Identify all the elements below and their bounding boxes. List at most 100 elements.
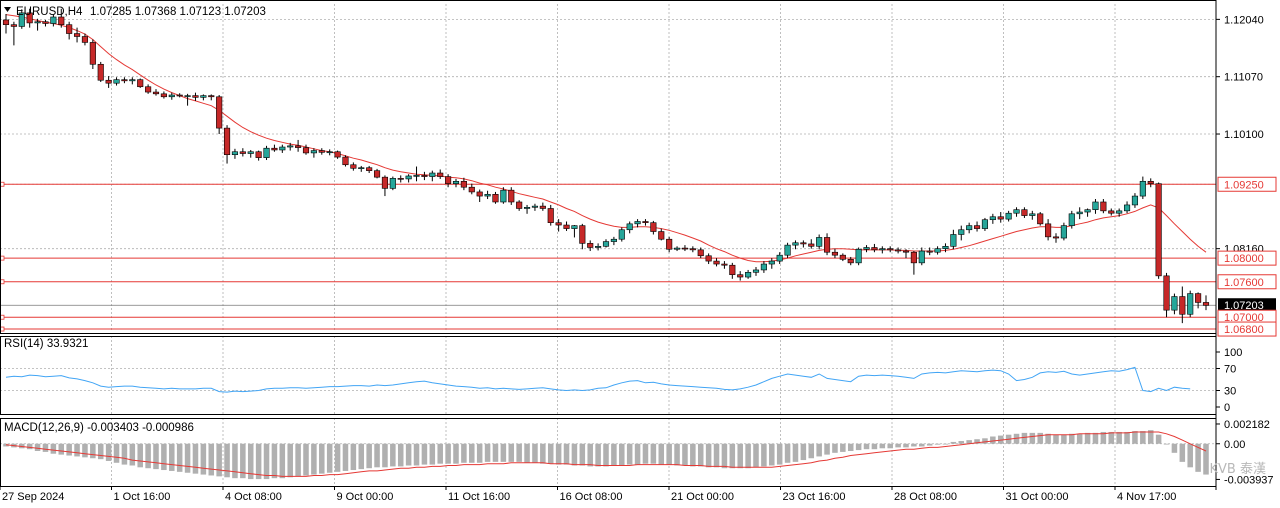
macd-histogram-bar [1195, 443, 1201, 472]
candle-body [73, 33, 81, 37]
candle [579, 223, 586, 250]
candle [302, 144, 310, 155]
candle-body [310, 150, 317, 154]
macd-histogram-bar [129, 443, 136, 466]
macd-histogram-bar [658, 443, 665, 465]
moving-average-line [5, 14, 1207, 263]
candle [18, 9, 25, 29]
macd-histogram-bar [666, 443, 672, 465]
candle [595, 243, 602, 251]
candle-body [697, 249, 704, 257]
candle [500, 187, 507, 204]
macd-histogram-bar [26, 443, 33, 450]
candle-body [950, 234, 957, 247]
candle-body [776, 254, 783, 262]
macd-label: MACD(12,26,9) -0.003403 -0.000986 [4, 422, 194, 434]
macd-histogram-bar [1053, 434, 1059, 444]
macd-histogram-bar [832, 443, 838, 453]
candle-body [926, 250, 933, 253]
macd-histogram-bar [429, 443, 436, 465]
current-price-label: 1.07203 [1224, 300, 1264, 312]
dropdown-triangle-icon[interactable] [4, 7, 11, 12]
candle [934, 246, 941, 255]
macd-histogram-bar [1076, 433, 1083, 444]
macd-histogram-bar [1179, 443, 1186, 462]
candle [910, 251, 917, 275]
candle [1100, 199, 1107, 214]
level-anchor-handle [0, 181, 5, 187]
candle [942, 243, 949, 253]
candle [745, 269, 752, 279]
macd-histogram-bar [303, 443, 309, 476]
candle [2, 14, 10, 34]
candle [1131, 193, 1139, 208]
candle-body [516, 201, 523, 209]
candle-body [1076, 211, 1083, 215]
macd-histogram-bar [847, 443, 854, 451]
candle [358, 165, 365, 172]
candle [1139, 176, 1146, 200]
candle-body [334, 151, 341, 158]
candlesticks[interactable] [2, 8, 1210, 324]
candle-body [508, 189, 515, 203]
macd-histogram-bar [808, 443, 815, 459]
candle-body [1013, 209, 1020, 214]
macd-histogram-bar [555, 443, 562, 465]
candle [981, 217, 989, 231]
candle-body [1195, 293, 1202, 303]
current-price-tag [1218, 298, 1276, 313]
candle [895, 247, 902, 254]
candle [58, 8, 65, 28]
macd-histogram-bar [326, 443, 333, 473]
candle-body [413, 175, 420, 177]
candle-body [523, 207, 531, 209]
macd-tick-label: 0.00 [1224, 439, 1245, 451]
candle [808, 239, 815, 249]
macd-histogram-bar [1092, 432, 1099, 444]
candle [216, 95, 223, 135]
candle [318, 148, 325, 155]
time-tick-label: 23 Oct 16:00 [783, 491, 846, 503]
macd-histogram-bar [74, 443, 80, 457]
macd-tick-label: -0.003937 [1224, 474, 1274, 486]
candle-body [934, 248, 941, 253]
candle [366, 165, 373, 174]
rsi-tick-label: 100 [1224, 347, 1242, 359]
candle-body [737, 274, 744, 278]
candle [184, 93, 191, 106]
macd-histogram-bar [153, 443, 159, 470]
symbol-label: EURUSD,H4 [16, 6, 83, 18]
macd-histogram-bar [508, 443, 515, 462]
candle-body [366, 167, 373, 171]
macd-histogram-bar [1140, 431, 1146, 444]
candle-body [595, 246, 602, 248]
macd-histogram-bar [919, 443, 925, 447]
candle [1045, 219, 1052, 241]
macd-histogram-bar [405, 443, 412, 466]
candle-body [760, 263, 767, 271]
candle-body [1163, 275, 1170, 311]
candle [673, 246, 681, 252]
candle [879, 246, 886, 254]
candle-body [942, 246, 949, 249]
candle-body [421, 175, 428, 177]
candle [966, 222, 973, 234]
macd-histogram-bar [855, 443, 862, 451]
candle-body [468, 186, 475, 193]
candle [1147, 178, 1154, 188]
candle [555, 219, 562, 232]
macd-histogram-bar [950, 441, 957, 444]
macd-histogram-bar [958, 441, 965, 444]
macd-histogram-bar [516, 443, 522, 462]
candle-body [81, 36, 89, 43]
candle [1171, 293, 1178, 315]
macd-histogram-bar [334, 443, 341, 472]
candle [887, 246, 894, 253]
macd-histogram-bar [184, 443, 191, 473]
candle [1092, 199, 1099, 214]
candle [10, 21, 17, 46]
macd-histogram-bar [713, 443, 720, 468]
macd-histogram-bar [145, 443, 151, 469]
